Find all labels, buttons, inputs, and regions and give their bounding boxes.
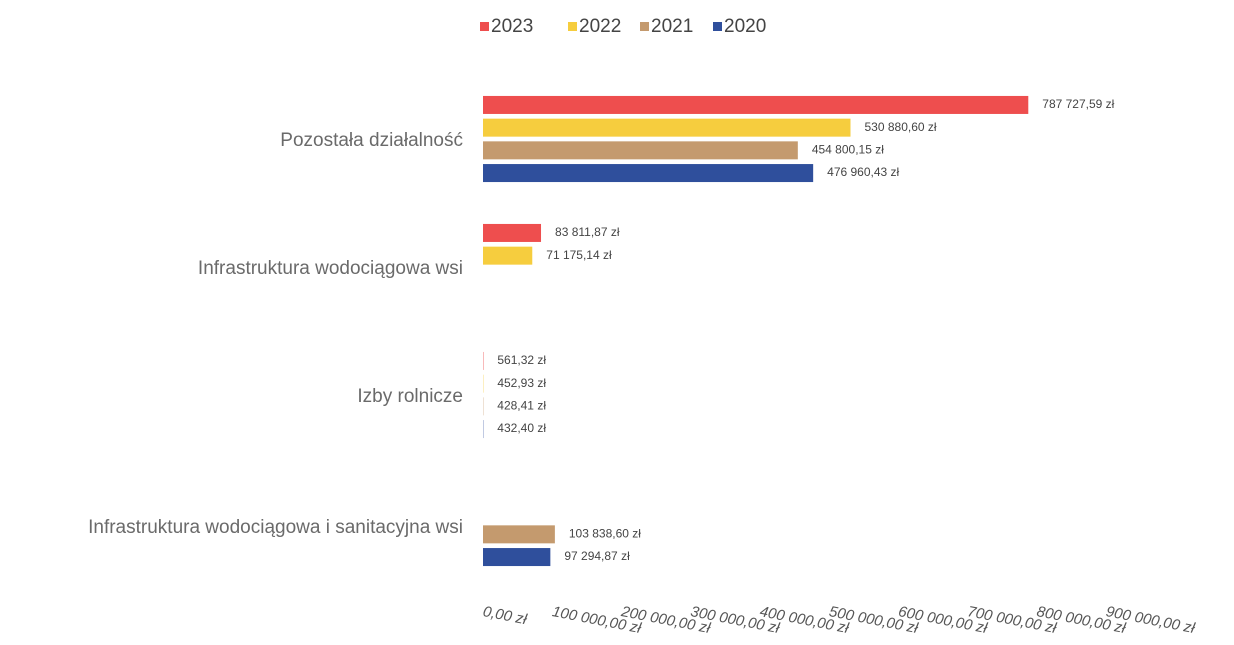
value-label: 787 727,59 zł [1042,97,1114,111]
legend-label: 2020 [724,16,766,37]
value-label: 476 960,43 zł [827,165,899,179]
value-label: 454 800,15 zł [812,143,884,157]
legend-label: 2023 [491,16,533,37]
value-label: 428,41 zł [497,399,546,413]
bar [483,246,533,265]
x-tick-label: 0,00 zł [481,603,528,628]
bar [483,118,851,137]
bar [483,525,555,544]
value-label: 103 838,60 zł [569,527,641,541]
value-label: 530 880,60 zł [864,120,936,134]
category-label: Pozostała działalność [280,130,463,151]
value-label: 97 294,87 zł [564,549,630,563]
bar [483,141,798,160]
legend-swatch [480,22,489,31]
category-label: Izby rolnicze [357,386,463,407]
legend-swatch [713,22,722,31]
value-label: 452,93 zł [497,376,546,390]
bar [483,223,542,242]
legend-swatch [568,22,577,31]
legend-label: 2022 [579,16,621,37]
value-label: 71 175,14 zł [546,248,612,262]
bar [483,548,551,567]
bar [483,95,1029,114]
value-label: 561,32 zł [497,353,546,367]
bar [483,164,814,183]
value-label: 432,40 zł [497,421,546,435]
category-label: Infrastruktura wodociągowa wsi [198,258,463,279]
value-label: 83 811,87 zł [555,225,620,239]
legend-label: 2021 [651,16,693,37]
category-label: Infrastruktura wodociągowa i sanitacyjna… [88,517,463,538]
legend-swatch [640,22,649,31]
